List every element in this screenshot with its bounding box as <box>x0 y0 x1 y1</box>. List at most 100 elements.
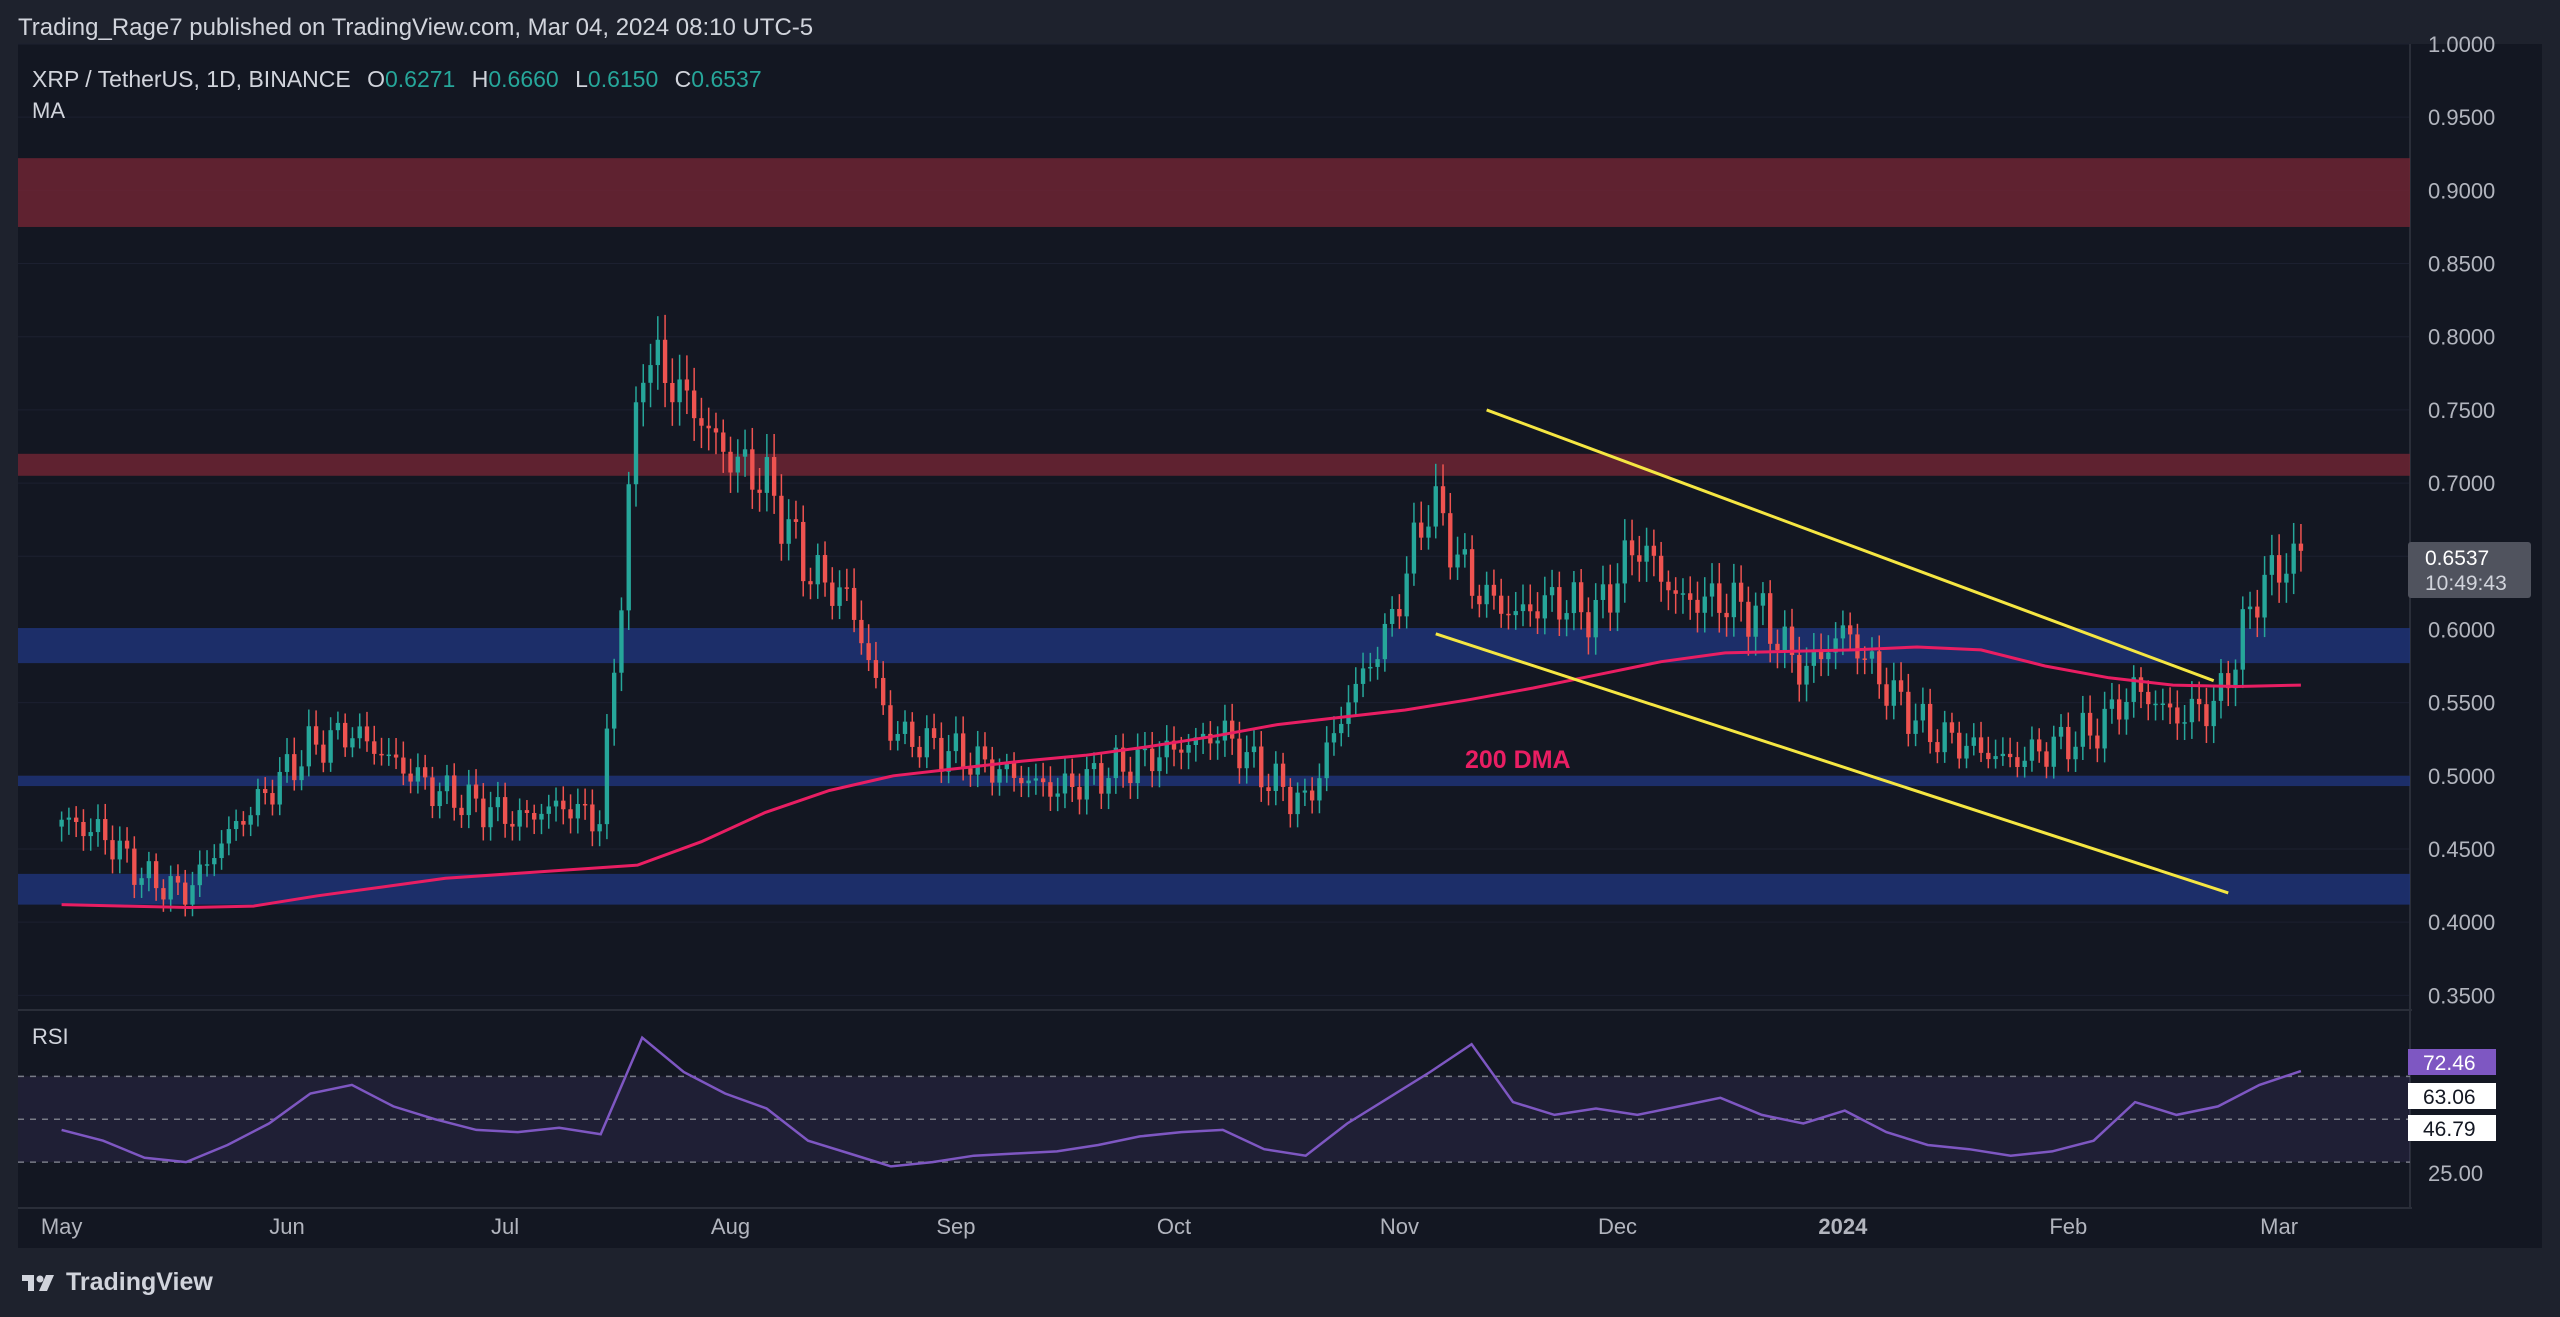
candle-body <box>1695 599 1700 613</box>
candle-body <box>2276 555 2282 583</box>
symbol-label[interactable]: XRP / TetherUS, 1D, BINANCE <box>32 66 351 92</box>
candle-body <box>706 425 711 429</box>
candle-body <box>1920 703 1926 721</box>
candle-body <box>1658 555 1664 582</box>
candle-body <box>510 823 515 827</box>
candle-body <box>873 660 879 678</box>
candle-body <box>851 587 857 620</box>
time-tick-label: Sep <box>936 1214 975 1239</box>
support-zone <box>18 873 2410 905</box>
candle-body <box>1768 593 1773 644</box>
price-tick-label: 0.6000 <box>2428 617 2495 642</box>
candle-body <box>1717 583 1722 613</box>
candle-body <box>2131 677 2136 702</box>
candle-body <box>612 672 617 729</box>
publisher-line: Trading_Rage7 published on TradingView.c… <box>18 14 814 41</box>
candle-body <box>946 751 951 772</box>
candle-body <box>233 821 239 830</box>
candle-body <box>1382 623 1388 660</box>
candle-body <box>1200 733 1206 738</box>
price-chart[interactable]: 0.3500 0.4000 0.4500 0.5000 0.5500 0.6000 0.65… <box>0 0 2560 1250</box>
candle-body <box>481 798 486 828</box>
candle-body <box>342 722 348 748</box>
candle-body <box>1564 613 1569 620</box>
candle-body <box>975 746 980 775</box>
candle-body <box>982 746 988 760</box>
price-tick-label: 0.4500 <box>2428 837 2495 862</box>
candle-body <box>204 864 210 866</box>
candle-body <box>1578 582 1584 613</box>
candle-body <box>1818 651 1824 660</box>
tradingview-logo[interactable]: TradingView <box>20 1268 213 1297</box>
ma-indicator-label[interactable]: MA <box>32 98 65 123</box>
candle-body <box>415 767 421 782</box>
candle-body <box>1208 733 1213 744</box>
trendlines <box>1435 408 2229 895</box>
candle-body <box>328 730 333 763</box>
candle-body <box>1091 763 1097 770</box>
candle-body <box>1433 486 1438 527</box>
candle-body <box>1360 668 1366 684</box>
price-badge-value: 0.6537 <box>2425 547 2489 570</box>
candle-body <box>2233 669 2238 689</box>
candle-body <box>73 817 79 822</box>
ohlc-legend[interactable]: XRP / TetherUS, 1D, BINANCE O0.6271 H0.6… <box>32 66 762 93</box>
candle-body <box>263 789 268 794</box>
candle-body <box>2146 691 2151 705</box>
candle-body <box>1222 720 1228 741</box>
candle-body <box>430 777 435 807</box>
candle-body <box>1586 612 1591 638</box>
candle-body <box>270 793 275 805</box>
candle-body <box>1462 549 1468 555</box>
candle-body <box>2189 698 2195 723</box>
candle-body <box>553 800 559 807</box>
candle-body <box>2037 739 2042 752</box>
candle-body <box>917 746 922 758</box>
candle-body <box>808 581 813 585</box>
candle-body <box>757 489 762 493</box>
candle-body <box>2102 708 2107 749</box>
candle-body <box>1266 787 1271 791</box>
candle-body <box>1375 659 1380 667</box>
candle-body <box>2291 543 2296 574</box>
candle-body <box>764 457 770 493</box>
candle-body <box>1324 742 1329 779</box>
candle-body <box>1106 778 1111 794</box>
candle-body <box>1135 749 1140 784</box>
candle-body <box>968 768 973 775</box>
candle-body <box>81 821 86 837</box>
candle-body <box>1491 584 1497 596</box>
candle-body <box>2175 707 2180 724</box>
candle-body <box>2211 700 2216 727</box>
candle-body <box>539 813 544 820</box>
candle-body <box>1142 748 1148 751</box>
time-axis[interactable]: May Jun Jul Aug Sep Oct Nov Dec 2024 Feb Mar <box>41 1214 2298 1239</box>
candle-body <box>1033 778 1039 781</box>
candle-body <box>1040 778 1046 783</box>
candle-body <box>117 840 122 860</box>
candle-body <box>1455 554 1460 568</box>
candle-body <box>837 587 842 606</box>
candle-body <box>1280 763 1286 787</box>
candle-body <box>546 806 551 814</box>
candle-body <box>1186 745 1191 753</box>
rsi-indicator-label[interactable]: RSI <box>32 1024 69 1049</box>
candle-body <box>1978 737 1984 753</box>
rsi-badge-lower: 46.79 <box>2423 1118 2476 1141</box>
candle-body <box>648 365 653 383</box>
candle-body <box>1419 522 1424 538</box>
candle-body <box>1229 720 1235 739</box>
zones <box>18 158 2410 905</box>
candle-body <box>1302 790 1308 793</box>
candle-body <box>532 813 537 820</box>
time-tick-label: Nov <box>1380 1214 1419 1239</box>
candle-body <box>292 754 297 781</box>
price-axis[interactable]: 0.3500 0.4000 0.4500 0.5000 0.5500 0.6000 0.65… <box>2428 32 2495 1008</box>
candle-body <box>422 767 428 778</box>
candle-body <box>1840 625 1846 639</box>
candle-body <box>990 759 995 783</box>
candle-body <box>132 848 137 885</box>
time-tick-label: May <box>41 1214 83 1239</box>
candle-body <box>1026 780 1031 784</box>
candle-body <box>1760 593 1766 606</box>
